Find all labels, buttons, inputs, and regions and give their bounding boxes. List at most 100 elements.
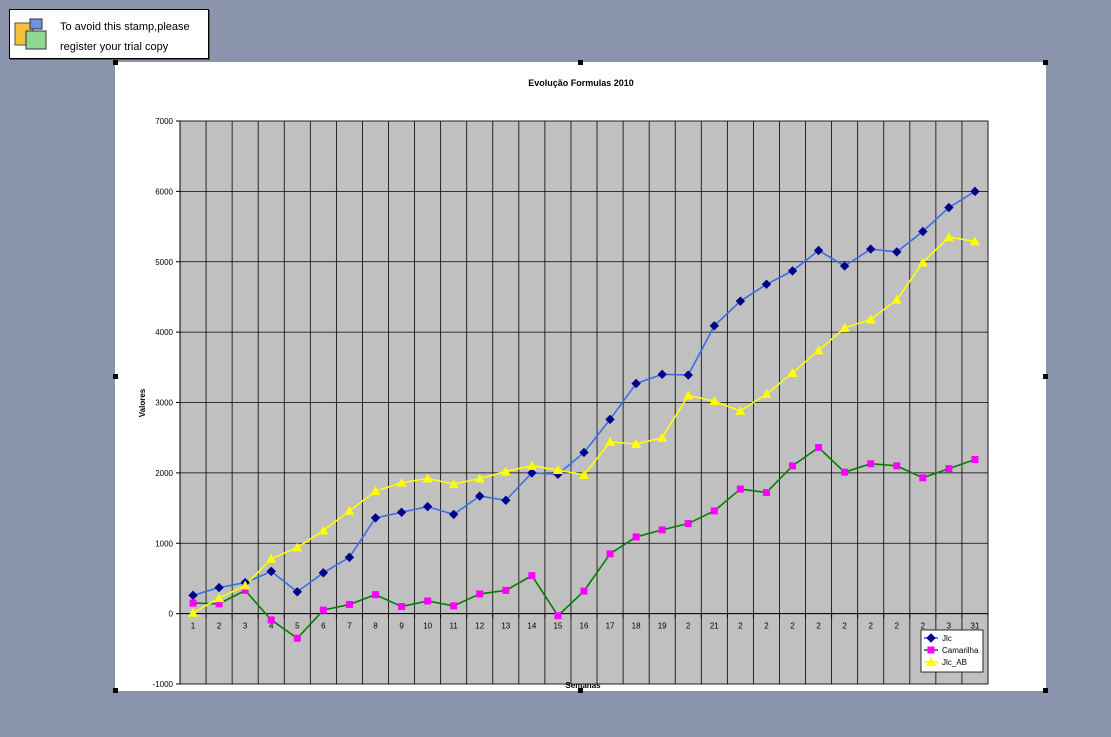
- data-point-camarilha: [762, 489, 770, 497]
- x-tick-label: 10: [423, 622, 432, 631]
- data-point-camarilha: [867, 460, 875, 468]
- data-point-camarilha: [919, 474, 927, 482]
- data-point-jlc_ab: [865, 314, 876, 324]
- data-point-jlc: [866, 244, 876, 254]
- data-point-jlc: [657, 369, 667, 380]
- x-tick-label: 9: [399, 622, 404, 631]
- x-tick-label: 2: [790, 622, 795, 631]
- x-tick-label: 7: [347, 622, 352, 631]
- data-point-camarilha: [267, 616, 275, 624]
- x-tick-label: 8: [373, 622, 378, 631]
- data-point-jlc_ab: [631, 439, 642, 449]
- chart-legend: Jlc Camarilha Jlc_AB: [920, 629, 984, 673]
- data-point-jlc_ab: [422, 473, 433, 483]
- data-point-jlc_ab: [943, 232, 954, 242]
- data-point-jlc_ab: [891, 294, 902, 304]
- chart-object[interactable]: Evolução Formulas 2010 -1000 0 1000 2000 300…: [115, 62, 1046, 691]
- x-tick-label: 2: [217, 622, 222, 631]
- data-point-jlc_ab: [709, 396, 720, 406]
- x-tick-label: 21: [710, 622, 719, 631]
- x-tick-label: 14: [527, 622, 536, 631]
- x-tick-label: 15: [553, 622, 562, 631]
- resize-handle-top-right[interactable]: [1043, 60, 1048, 65]
- data-point-jlc_ab: [787, 367, 798, 377]
- data-point-jlc_ab: [292, 542, 303, 552]
- x-tick-label: 2: [921, 622, 926, 631]
- resize-handle-bottom-left[interactable]: [113, 688, 118, 693]
- data-point-jlc_ab: [761, 389, 772, 399]
- data-point-camarilha: [632, 533, 640, 541]
- data-point-camarilha: [189, 599, 197, 607]
- data-point-camarilha: [684, 520, 692, 528]
- data-point-jlc: [761, 279, 772, 289]
- resize-handle-left[interactable]: [113, 374, 118, 379]
- legend-swatch-marker: [926, 633, 936, 643]
- resize-handle-bottom[interactable]: [578, 688, 583, 693]
- data-point-camarilha: [580, 587, 588, 595]
- data-point-jlc: [787, 266, 798, 276]
- x-tick-label: 2: [816, 622, 821, 631]
- data-point-camarilha: [293, 634, 301, 642]
- x-tick-label: 4: [269, 622, 274, 631]
- resize-handle-right[interactable]: [1043, 374, 1048, 379]
- y-tick-label: 5000: [155, 258, 173, 267]
- data-point-jlc_ab: [266, 553, 277, 563]
- x-tick-label: 2: [686, 622, 691, 631]
- data-point-camarilha: [398, 603, 406, 611]
- data-point-jlc: [292, 587, 302, 597]
- data-point-jlc: [396, 507, 407, 517]
- data-point-camarilha: [371, 591, 379, 599]
- data-point-jlc_ab: [683, 390, 694, 400]
- data-point-jlc: [683, 370, 693, 380]
- x-tick-label: 2: [738, 622, 743, 631]
- data-point-jlc: [266, 566, 276, 577]
- data-point-jlc: [892, 247, 902, 257]
- data-point-camarilha: [945, 465, 953, 473]
- data-point-jlc: [944, 202, 954, 213]
- data-point-jlc: [318, 568, 329, 578]
- data-point-camarilha: [241, 586, 249, 594]
- data-point-camarilha: [528, 572, 536, 580]
- y-tick-label: 4000: [155, 328, 173, 337]
- x-tick-label: 2: [868, 622, 873, 631]
- data-point-jlc: [839, 261, 850, 271]
- x-axis-title: Semanas: [565, 681, 601, 690]
- data-point-jlc_ab: [813, 345, 824, 355]
- data-point-camarilha: [502, 586, 510, 594]
- y-tick-label: 6000: [155, 187, 173, 196]
- data-point-jlc: [631, 378, 641, 389]
- data-point-jlc_ab: [448, 479, 459, 489]
- data-point-jlc_ab: [240, 580, 251, 590]
- data-point-jlc_ab: [657, 432, 668, 442]
- data-point-jlc_ab: [474, 473, 485, 483]
- data-point-camarilha: [971, 456, 979, 464]
- data-point-jlc: [579, 447, 589, 458]
- data-point-jlc_ab: [552, 465, 563, 475]
- x-tick-label: 19: [658, 622, 667, 631]
- data-point-jlc_ab: [318, 525, 329, 535]
- data-point-jlc: [188, 590, 198, 601]
- data-point-camarilha: [815, 444, 823, 452]
- data-point-camarilha: [476, 590, 484, 598]
- x-tick-label: 6: [321, 622, 326, 631]
- x-tick-label: 2: [764, 622, 769, 631]
- resize-handle-top[interactable]: [578, 60, 583, 65]
- data-point-camarilha: [215, 600, 223, 608]
- data-point-jlc_ab: [370, 486, 381, 496]
- y-tick-label: -1000: [153, 680, 174, 689]
- data-point-jlc_ab: [188, 607, 199, 617]
- data-point-jlc_ab: [735, 405, 746, 415]
- data-point-jlc: [475, 491, 485, 501]
- data-point-camarilha: [424, 597, 432, 605]
- x-tick-label: 1: [191, 622, 196, 631]
- data-point-camarilha: [736, 485, 744, 493]
- data-point-jlc_ab: [839, 322, 850, 332]
- data-point-camarilha: [345, 600, 353, 608]
- data-point-camarilha: [554, 612, 562, 620]
- data-point-jlc_ab: [214, 593, 225, 603]
- data-point-camarilha: [450, 602, 458, 610]
- data-point-camarilha: [606, 550, 614, 558]
- resize-handle-top-left[interactable]: [113, 60, 118, 65]
- resize-handle-bottom-right[interactable]: [1043, 688, 1048, 693]
